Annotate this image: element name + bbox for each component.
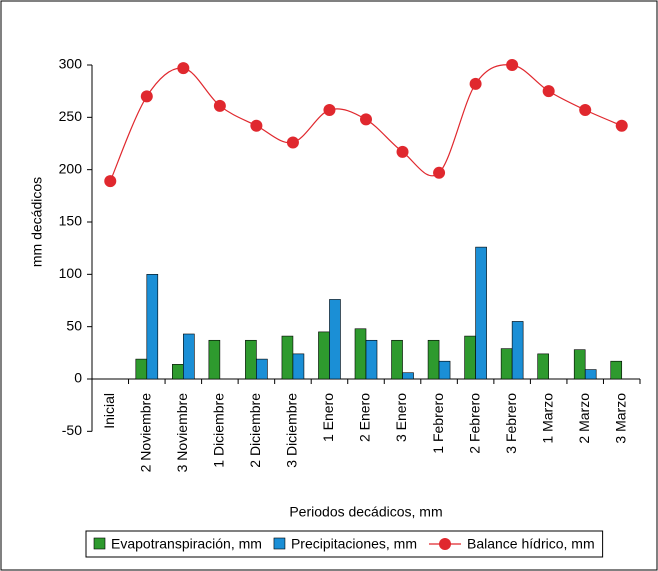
y-tick-label: 300 [59, 56, 83, 72]
x-tick-label: 2 Enero [357, 393, 373, 442]
point [506, 59, 519, 71]
bar [475, 246, 487, 380]
bar [281, 335, 294, 380]
y-tick-label: 50 [66, 317, 82, 333]
point [396, 145, 409, 158]
bar [329, 299, 341, 380]
point [104, 175, 117, 188]
legend-label: Evapotranspiración, mm [111, 536, 262, 552]
point [615, 119, 628, 132]
y-axis-title: mm decádicos [29, 177, 45, 267]
point [579, 104, 592, 117]
y-tick-label: 100 [59, 265, 83, 281]
legend: Evapotranspiración, mm Precipitaciones, m… [85, 530, 604, 558]
x-tick-label: 2 Marzo [576, 393, 592, 444]
bar [183, 333, 195, 380]
bar [292, 353, 305, 380]
legend-box [85, 530, 604, 558]
bar [318, 331, 330, 380]
y-tick-label: -50 [62, 422, 82, 438]
bar [610, 360, 623, 380]
x-tick-label: 3 Diciembre [284, 393, 300, 468]
point [250, 119, 263, 132]
bar [172, 364, 184, 380]
x-tick-label: 3 Marzo [612, 393, 628, 444]
y-tick-label: 150 [59, 213, 83, 229]
bar [146, 274, 159, 380]
y-tick-label: 250 [59, 108, 83, 124]
x-tick-label: 1 Enero [320, 393, 336, 442]
bar [365, 339, 378, 380]
bar [584, 369, 597, 380]
x-tick-label: Inicial [101, 393, 117, 429]
point [360, 113, 372, 126]
legend-marker [439, 538, 451, 550]
y-tick-label: 200 [59, 160, 83, 176]
bar [500, 348, 513, 380]
bar [438, 360, 451, 380]
point [286, 136, 299, 149]
bar [135, 358, 148, 380]
bar [573, 349, 586, 380]
x-tick-label: 3 Febrero [503, 393, 519, 454]
bar [256, 358, 268, 380]
legend-swatch [273, 537, 286, 550]
x-axis-title: Periodos decádicos, mm [289, 504, 442, 520]
point [140, 90, 153, 103]
point [433, 166, 446, 179]
x-tick-label: 1 Marzo [539, 393, 555, 444]
x-tick-label: 2 Noviembre [138, 393, 154, 473]
x-tick-label: 3 Noviembre [174, 393, 190, 473]
bar [208, 339, 221, 380]
x-tick-label: 1 Diciembre [211, 393, 227, 468]
point [542, 85, 555, 98]
point [469, 77, 482, 90]
bar [245, 339, 257, 380]
legend-label: Precipitaciones, mm [291, 536, 417, 552]
bar [391, 339, 403, 380]
point [213, 99, 226, 112]
bar [464, 335, 476, 380]
x-tick-label: 3 Enero [393, 393, 409, 442]
bar [402, 372, 414, 380]
bar [427, 339, 440, 380]
point [177, 62, 190, 75]
x-tick-label: 1 Febrero [430, 393, 446, 454]
y-tick-label: 0 [74, 370, 82, 386]
point [323, 104, 336, 117]
bar [354, 328, 367, 380]
bar [511, 321, 524, 380]
legend-swatch [93, 537, 106, 550]
legend-label: Balance hídrico, mm [467, 536, 595, 552]
x-tick-label: 2 Febrero [466, 393, 482, 454]
x-tick-label: 2 Diciembre [247, 393, 263, 468]
bar [537, 353, 549, 380]
